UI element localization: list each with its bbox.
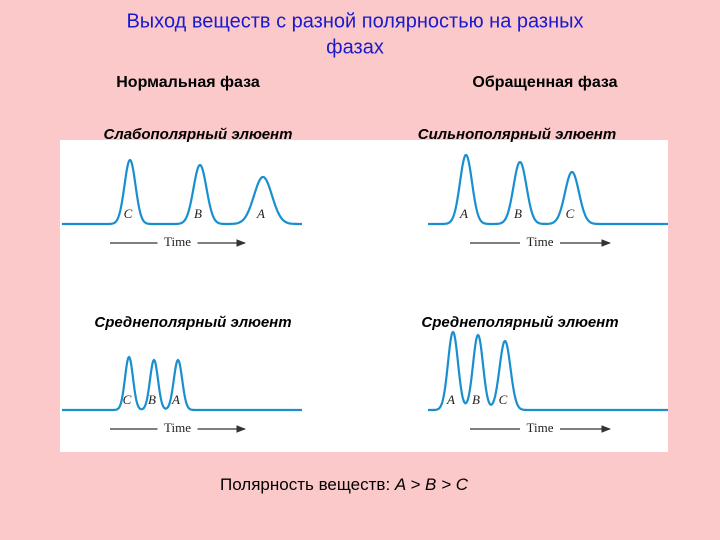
peak-label: C xyxy=(499,392,508,407)
phase-header: Нормальная фаза xyxy=(116,74,260,91)
title: Выход веществ с разной полярностью на ра… xyxy=(126,10,583,32)
time-label: Time xyxy=(527,420,554,435)
peak-label: B xyxy=(472,392,480,407)
eluent-label: Среднеполярный элюент xyxy=(94,314,291,331)
peak-label: B xyxy=(514,206,522,221)
peak-label: C xyxy=(123,392,132,407)
eluent-label: Среднеполярный элюент xyxy=(421,314,618,331)
chromatogram xyxy=(62,355,302,412)
peak-label: A xyxy=(459,206,468,221)
peak-label: A xyxy=(256,206,265,221)
eluent-label: Сильнополярный элюент xyxy=(418,126,616,143)
footer-text: Полярность веществ: xyxy=(220,475,390,494)
chromatogram xyxy=(62,158,302,226)
peak-label: C xyxy=(566,206,575,221)
time-label: Time xyxy=(164,420,191,435)
peak-label: C xyxy=(124,206,133,221)
eluent-label: Слабополярный элюент xyxy=(104,126,293,143)
chromatogram xyxy=(428,330,668,412)
peak-label: A xyxy=(446,392,455,407)
peak-label: B xyxy=(194,206,202,221)
footer-order: A > B > C xyxy=(394,475,469,494)
peak-label: A xyxy=(171,392,180,407)
time-label: Time xyxy=(164,234,191,249)
footer: Полярность веществ: A > B > C xyxy=(220,475,469,494)
title: фазах xyxy=(326,36,384,58)
time-label: Time xyxy=(527,234,554,249)
phase-header: Обращенная фаза xyxy=(472,74,617,91)
peak-label: B xyxy=(148,392,156,407)
chromatogram xyxy=(428,153,668,226)
